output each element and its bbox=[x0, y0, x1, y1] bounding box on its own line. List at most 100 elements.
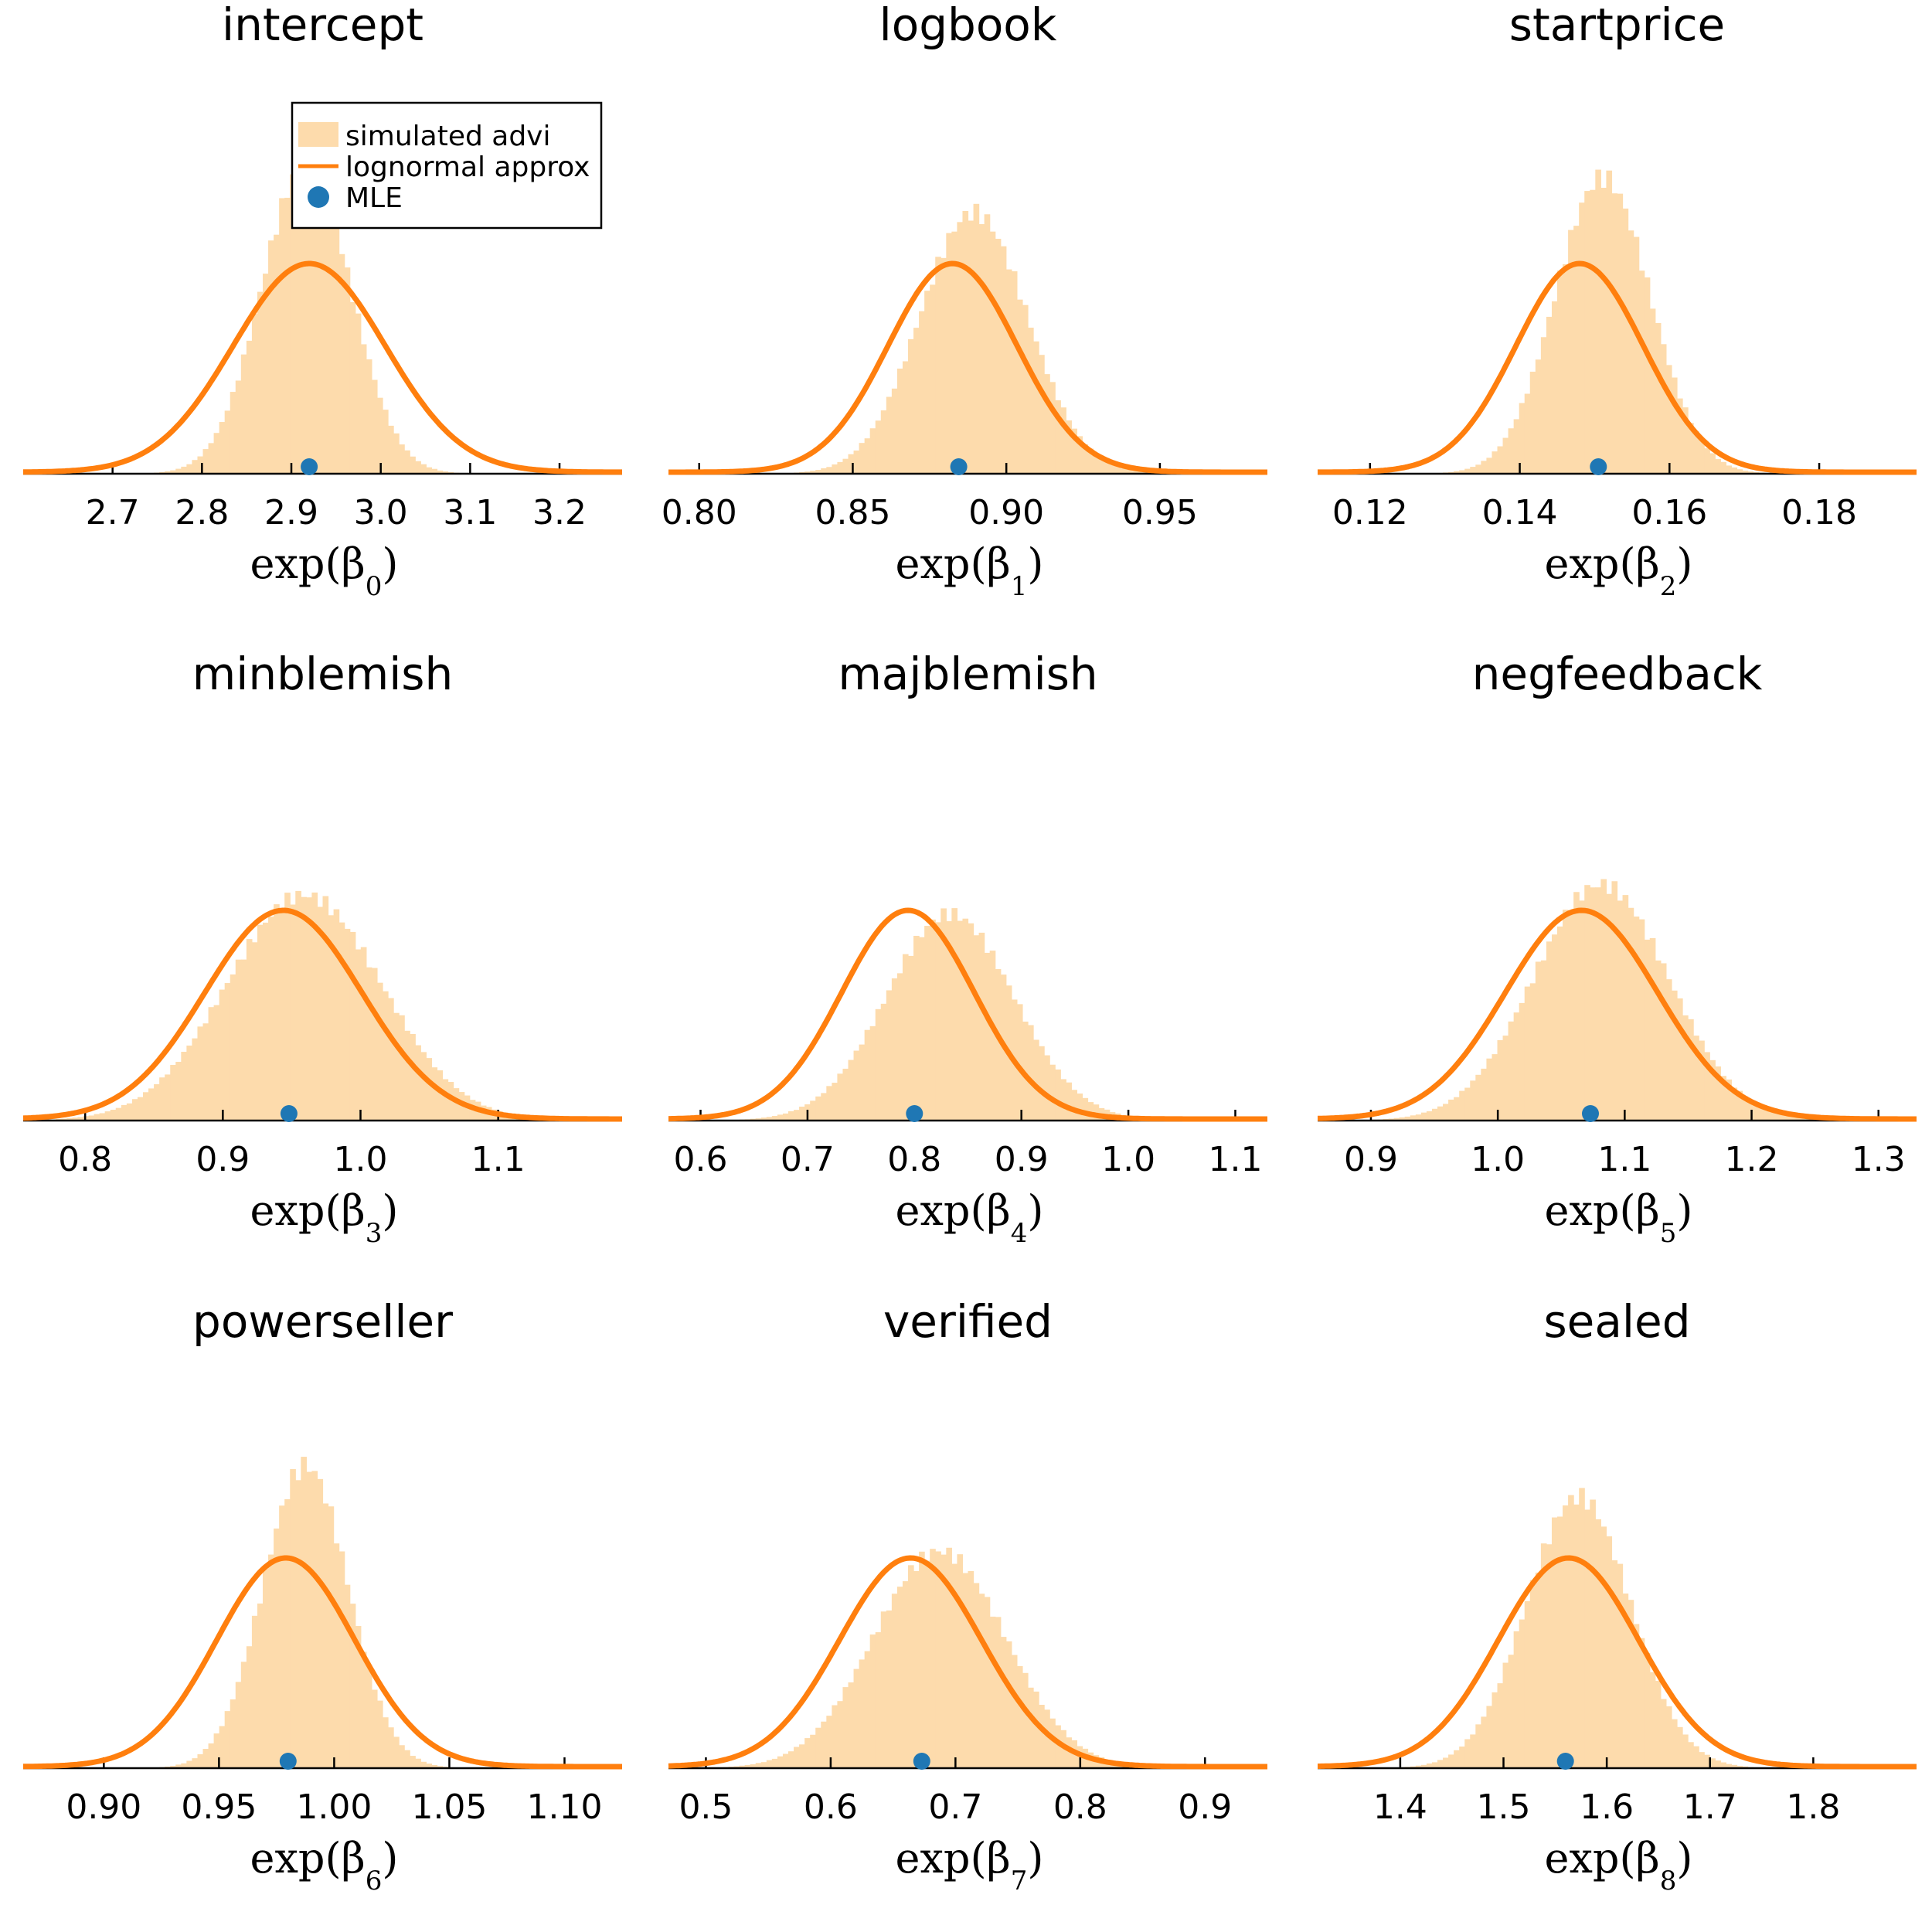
x-tick-label: 2.7 bbox=[86, 493, 140, 532]
hist-bar bbox=[782, 1753, 789, 1768]
hist-bar bbox=[349, 931, 356, 1121]
x-tick-label: 0.85 bbox=[815, 493, 890, 532]
hist-bar bbox=[1011, 271, 1018, 474]
hist-bar bbox=[115, 1107, 122, 1121]
x-tick-label: 3.1 bbox=[443, 493, 497, 532]
hist-bar bbox=[1606, 1536, 1613, 1768]
hist-bar bbox=[1693, 431, 1699, 474]
hist-bar bbox=[1022, 1672, 1029, 1768]
hist-bar bbox=[170, 1064, 176, 1121]
hist-bar bbox=[376, 982, 383, 1121]
hist-bar bbox=[794, 1110, 800, 1121]
hist-bar bbox=[891, 978, 898, 1121]
hist-bar bbox=[875, 420, 882, 474]
hist-bar bbox=[393, 1736, 400, 1768]
hist-bar bbox=[104, 1111, 111, 1121]
hist-bar bbox=[946, 1547, 952, 1768]
hist-bar bbox=[88, 1115, 95, 1121]
hist-bar bbox=[383, 1717, 389, 1768]
x-tick-label: 0.6 bbox=[804, 1787, 858, 1827]
hist-bar bbox=[344, 1584, 351, 1768]
hist-bar bbox=[1016, 299, 1023, 474]
hist-bar bbox=[1677, 398, 1683, 474]
hist-bar bbox=[1573, 226, 1580, 474]
x-tick-label: 0.5 bbox=[679, 1787, 733, 1827]
hist-bar bbox=[192, 1038, 199, 1121]
hist-bar bbox=[880, 1003, 887, 1121]
hist-bar bbox=[842, 458, 849, 474]
hist-bar bbox=[1568, 913, 1574, 1121]
hist-bar bbox=[1764, 1108, 1770, 1121]
hist-bar bbox=[1584, 885, 1590, 1121]
hist-bar bbox=[1060, 1730, 1066, 1768]
hist-bar bbox=[197, 1754, 204, 1768]
hist-bar bbox=[962, 1573, 969, 1768]
hist-bar bbox=[821, 1721, 827, 1768]
hist-bar bbox=[1720, 1762, 1727, 1768]
hist-bar bbox=[1459, 470, 1465, 474]
hist-bar bbox=[1459, 1090, 1465, 1121]
hist-bar bbox=[442, 471, 449, 474]
hist-bar bbox=[1497, 1039, 1504, 1121]
hist-bar bbox=[393, 1012, 400, 1121]
hist-bar bbox=[420, 464, 427, 474]
hist-bar bbox=[181, 1052, 187, 1121]
hist-bar bbox=[1071, 1090, 1078, 1121]
hist-bar bbox=[1443, 1757, 1449, 1768]
hist-bar bbox=[154, 1083, 160, 1121]
hist-bar bbox=[1540, 1543, 1547, 1768]
hist-bar bbox=[1797, 1117, 1803, 1121]
hist-bar bbox=[251, 1615, 258, 1768]
legend-marker-swatch bbox=[308, 186, 329, 208]
hist-bar bbox=[235, 380, 242, 474]
hist-bar bbox=[1502, 1662, 1509, 1768]
hist-bar bbox=[1590, 1499, 1596, 1768]
hist-bar bbox=[1595, 1519, 1601, 1768]
legend-label: MLE bbox=[345, 182, 403, 214]
hist-bar bbox=[1082, 1097, 1089, 1121]
hist-bar bbox=[1497, 1683, 1504, 1768]
hist-bar bbox=[875, 1009, 882, 1121]
x-tick-label: 1.05 bbox=[411, 1787, 487, 1827]
hist-bar bbox=[1622, 1594, 1629, 1768]
hist-bar bbox=[1611, 881, 1618, 1121]
hist-bar bbox=[842, 1687, 849, 1768]
hist-bar bbox=[404, 450, 410, 474]
hist-bar bbox=[371, 379, 378, 474]
legend-box bbox=[291, 101, 603, 230]
lognormal-curve bbox=[668, 260, 1268, 475]
hist-bar bbox=[1470, 467, 1476, 474]
hist-bar bbox=[951, 908, 958, 1121]
x-axis-label: exp(β2) bbox=[1545, 539, 1693, 602]
hist-bar bbox=[257, 291, 264, 474]
hist-bar bbox=[295, 168, 301, 474]
hist-bar bbox=[230, 974, 236, 1121]
hist-bar bbox=[946, 921, 952, 1121]
hist-bar bbox=[1114, 466, 1121, 474]
hist-bar bbox=[1584, 191, 1590, 474]
hist-bar bbox=[246, 340, 253, 474]
hist-bar bbox=[1431, 1762, 1438, 1768]
hist-bar bbox=[1704, 448, 1710, 474]
hist-bar bbox=[1093, 454, 1100, 474]
hist-bar bbox=[1693, 1036, 1699, 1121]
hist-bar bbox=[1715, 1066, 1721, 1121]
hist-bar bbox=[437, 470, 444, 474]
hist-bar bbox=[1508, 1021, 1515, 1121]
histogram-minblemish bbox=[45, 890, 569, 1121]
hist-bar bbox=[864, 1651, 871, 1768]
hist-bar bbox=[431, 1764, 438, 1768]
hist-bar bbox=[311, 180, 318, 474]
hist-bar bbox=[826, 1086, 832, 1121]
hist-bar bbox=[1393, 1117, 1400, 1121]
x-tick-label: 2.8 bbox=[175, 493, 229, 532]
hist-bar bbox=[306, 897, 313, 1121]
hist-bar bbox=[279, 911, 285, 1121]
hist-bar bbox=[219, 989, 226, 1121]
hist-bar bbox=[919, 311, 925, 474]
x-axis-label: exp(β0) bbox=[250, 539, 399, 602]
hist-bar bbox=[1540, 337, 1547, 474]
hist-bar bbox=[1557, 926, 1563, 1121]
hist-bar bbox=[301, 896, 307, 1121]
